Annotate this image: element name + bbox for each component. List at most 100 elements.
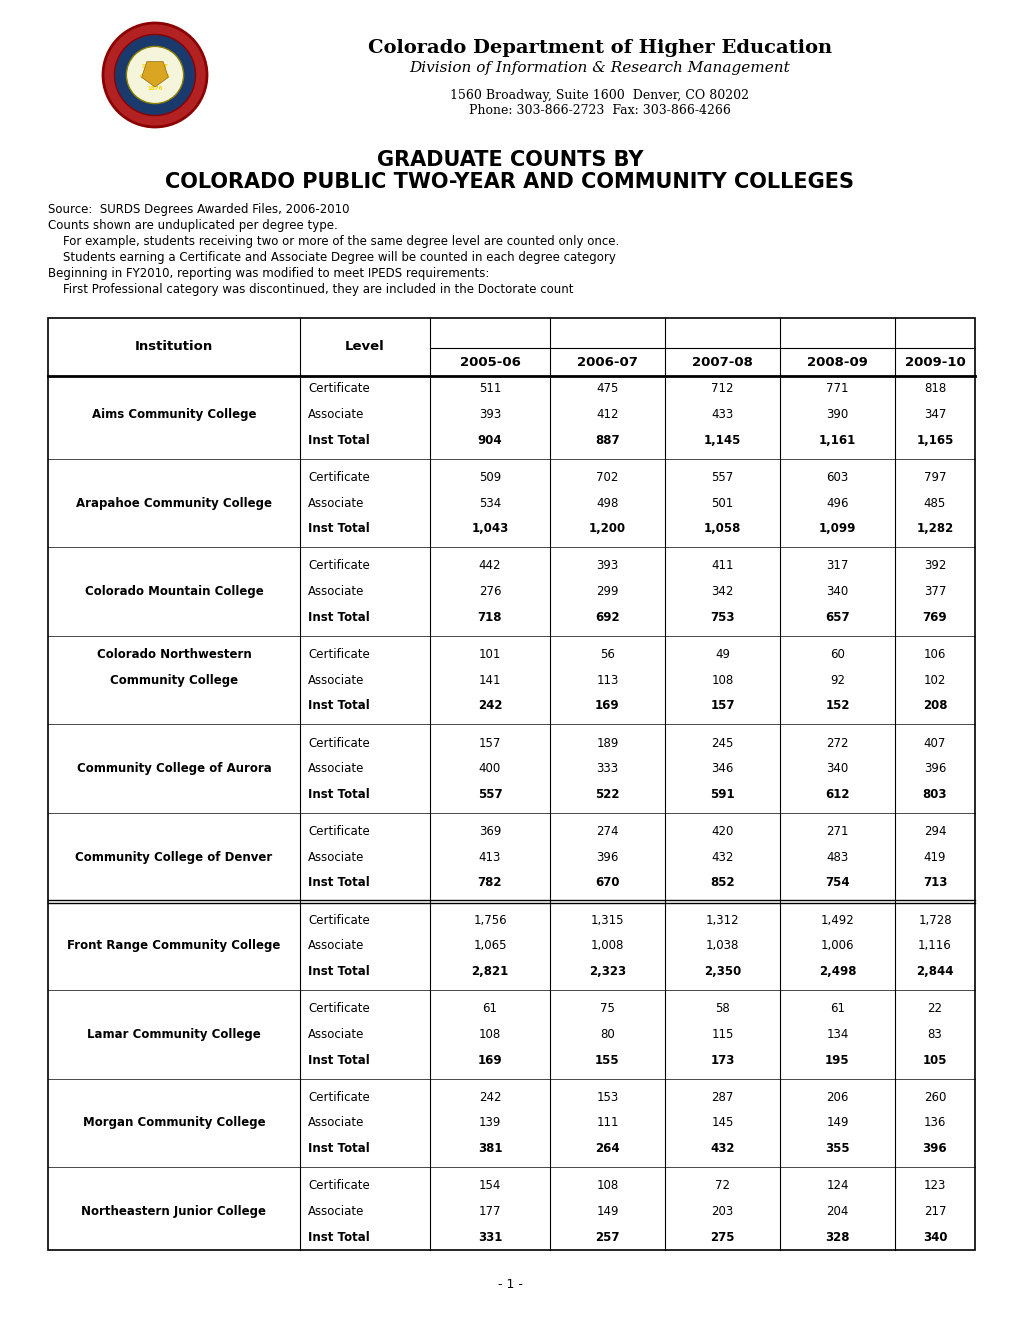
Text: 1876: 1876 [147,87,162,91]
Text: Associate: Associate [308,673,364,686]
Text: Associate: Associate [308,1028,364,1041]
Text: 718: 718 [477,611,501,624]
Text: 123: 123 [923,1179,946,1192]
Text: 782: 782 [477,876,501,890]
Text: 152: 152 [824,700,849,713]
Text: 712: 712 [710,383,733,395]
Text: 612: 612 [824,788,849,801]
Text: 1,008: 1,008 [590,940,624,952]
Text: 1,161: 1,161 [818,433,855,446]
Text: 2,821: 2,821 [471,965,508,978]
Text: 333: 333 [596,762,618,775]
Text: 852: 852 [709,876,734,890]
Text: 396: 396 [923,762,946,775]
Text: Inst Total: Inst Total [308,788,370,801]
Text: 157: 157 [478,737,500,750]
Text: 475: 475 [596,383,619,395]
Text: 56: 56 [599,648,614,661]
Text: 145: 145 [710,1117,733,1130]
Text: 1560 Broadway, Suite 1600  Denver, CO 80202: 1560 Broadway, Suite 1600 Denver, CO 802… [450,88,749,102]
Text: 347: 347 [923,408,946,421]
Text: 342: 342 [710,585,733,598]
Text: Certificate: Certificate [308,471,370,484]
Text: 328: 328 [824,1230,849,1243]
Text: 346: 346 [710,762,733,775]
Circle shape [126,46,183,103]
Text: Inst Total: Inst Total [308,611,370,624]
Text: GRADUATE COUNTS BY: GRADUATE COUNTS BY [376,150,643,170]
Text: 124: 124 [825,1179,848,1192]
Text: 271: 271 [825,825,848,838]
Text: 1,116: 1,116 [917,940,951,952]
Text: 155: 155 [595,1053,620,1067]
Text: 657: 657 [824,611,849,624]
Text: 396: 396 [922,1142,947,1155]
Text: 355: 355 [824,1142,849,1155]
Text: 204: 204 [825,1205,848,1218]
Text: Inst Total: Inst Total [308,1230,370,1243]
Text: Community College: Community College [110,673,237,686]
Text: Inst Total: Inst Total [308,1053,370,1067]
Text: 393: 393 [478,408,500,421]
Text: 2005-06: 2005-06 [460,355,520,368]
Text: 557: 557 [477,788,501,801]
Text: 242: 242 [477,700,501,713]
Text: 498: 498 [596,496,619,510]
Text: 217: 217 [923,1205,946,1218]
Text: 754: 754 [824,876,849,890]
Text: 509: 509 [478,471,500,484]
Circle shape [103,22,207,127]
Text: 108: 108 [478,1028,500,1041]
Text: Counts shown are unduplicated per degree type.: Counts shown are unduplicated per degree… [48,219,337,232]
Text: 442: 442 [478,560,500,573]
Text: 242: 242 [478,1090,500,1104]
Text: Associate: Associate [308,851,364,863]
Text: Institution: Institution [135,341,213,354]
Text: Students earning a Certificate and Associate Degree will be counted in each degr: Students earning a Certificate and Assoc… [48,252,615,264]
Text: 61: 61 [829,1002,844,1015]
Text: 72: 72 [714,1179,730,1192]
Text: 557: 557 [710,471,733,484]
Text: 340: 340 [825,585,848,598]
Text: Colorado Mountain College: Colorado Mountain College [85,585,263,598]
Text: 245: 245 [710,737,733,750]
Text: Certificate: Certificate [308,648,370,661]
Text: 803: 803 [922,788,947,801]
Text: 2006-07: 2006-07 [577,355,637,368]
Text: Beginning in FY2010, reporting was modified to meet IPEDS requirements:: Beginning in FY2010, reporting was modif… [48,268,489,281]
Text: 287: 287 [710,1090,733,1104]
Text: COLORADO PUBLIC TWO-YEAR AND COMMUNITY COLLEGES: COLORADO PUBLIC TWO-YEAR AND COMMUNITY C… [165,172,854,191]
Text: 108: 108 [596,1179,618,1192]
Text: Associate: Associate [308,762,364,775]
Text: 1,728: 1,728 [917,913,951,927]
Text: 432: 432 [709,1142,734,1155]
Text: 134: 134 [825,1028,848,1041]
Text: 294: 294 [923,825,946,838]
Text: 177: 177 [478,1205,500,1218]
Text: STATE OF: STATE OF [142,65,168,70]
Text: Division of Information & Research Management: Division of Information & Research Manag… [410,61,790,75]
Text: 195: 195 [824,1053,849,1067]
Text: 340: 340 [922,1230,947,1243]
Text: 102: 102 [923,673,946,686]
Text: 136: 136 [923,1117,946,1130]
Text: 400: 400 [478,762,500,775]
Text: 713: 713 [922,876,947,890]
Text: 2009-10: 2009-10 [904,355,964,368]
Text: 275: 275 [709,1230,734,1243]
Text: Associate: Associate [308,1205,364,1218]
Text: 317: 317 [825,560,848,573]
Text: Certificate: Certificate [308,383,370,395]
Text: 153: 153 [596,1090,618,1104]
Text: 276: 276 [478,585,500,598]
Text: 58: 58 [714,1002,730,1015]
Text: 49: 49 [714,648,730,661]
Text: 1,282: 1,282 [915,523,953,535]
Text: 272: 272 [825,737,848,750]
Text: 203: 203 [710,1205,733,1218]
Text: 173: 173 [709,1053,734,1067]
Text: Inst Total: Inst Total [308,523,370,535]
Text: 340: 340 [825,762,848,775]
Text: Community College of Denver: Community College of Denver [75,851,272,863]
Text: 108: 108 [710,673,733,686]
